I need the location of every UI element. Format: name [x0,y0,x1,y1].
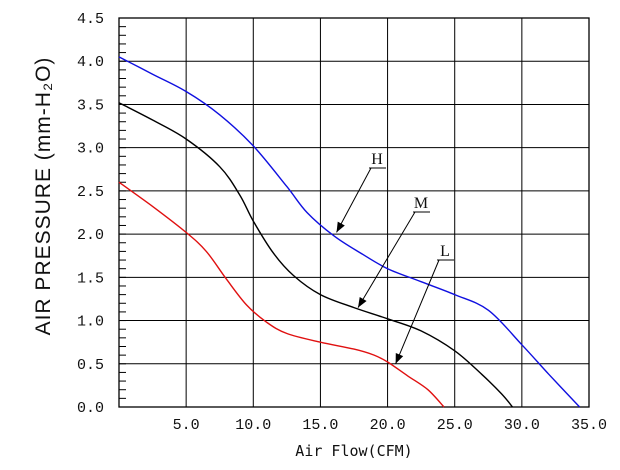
x-tick-label: 20.0 [370,417,406,434]
curve-annotations: H M L [336,151,454,364]
x-tick-label: 25.0 [437,417,473,434]
y-tick-label: 0.0 [77,400,104,417]
leader-line [357,211,416,308]
x-tick-label: 10.0 [235,417,271,434]
y-tick-label: 3.5 [77,97,104,114]
curve-l [118,181,445,408]
y-tick-label: 4.5 [77,11,104,28]
y-tick-label: 3.0 [77,141,104,158]
curve-m [118,102,514,408]
arrowhead [395,353,404,364]
x-tick-label: 5.0 [173,417,200,434]
leader-line [395,259,440,364]
y-tick-label: 2.0 [77,227,104,244]
y-tick-label: 0.5 [77,357,104,374]
y-tick-label: 1.0 [77,314,104,331]
x-tick-labels: 5.0 10.0 15.0 20.0 25.0 30.0 35.0 [173,417,607,434]
grid-lines [118,17,590,408]
minor-ticks [119,17,126,408]
plot-frame [118,17,590,408]
curve-label-m: M [414,195,428,212]
arrowhead [336,221,345,233]
arrowhead [358,296,367,308]
x-tick-label: 15.0 [302,417,338,434]
y-tick-labels: 0.0 0.5 1.0 1.5 2.0 2.5 3.0 3.5 4.0 4.5 [77,11,104,417]
curve-label-l: L [440,243,450,260]
y-tick-label: 4.0 [77,54,104,71]
x-tick-label: 30.0 [504,417,540,434]
y-axis-title: AIR PRESSURE (mm-H₂O) [32,57,55,336]
x-axis-title: Air Flow(CFM) [295,442,412,460]
curves [118,56,581,408]
curve-h [118,56,581,408]
y-tick-label: 1.5 [77,270,104,287]
y-tick-label: 2.5 [77,184,104,201]
x-tick-label: 35.0 [571,417,607,434]
leader-line [336,167,372,233]
curve-label-h: H [371,151,383,168]
